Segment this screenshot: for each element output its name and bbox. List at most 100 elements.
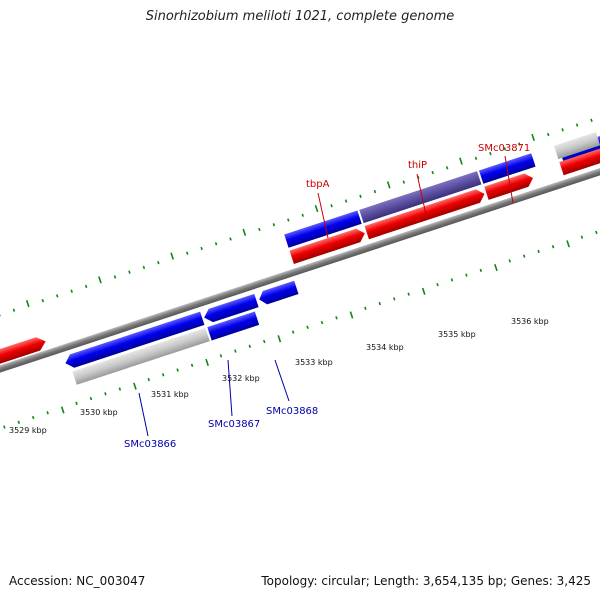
red-arrow-under-thiP[interactable] <box>364 187 487 240</box>
minor-tick <box>330 204 333 208</box>
major-tick <box>566 240 570 248</box>
callout-line-SMc03871 <box>504 155 514 204</box>
callout-line-tbpA <box>317 192 329 239</box>
minor-tick <box>75 401 78 405</box>
major-tick <box>349 311 354 319</box>
minor-tick <box>436 282 439 287</box>
minor-tick <box>104 392 107 396</box>
minor-tick <box>89 396 93 401</box>
minor-tick <box>306 325 309 330</box>
minor-tick <box>580 235 584 239</box>
callout-line-SMc03866 <box>138 392 149 437</box>
minor-tick <box>84 284 88 289</box>
minor-tick <box>489 151 492 156</box>
minor-tick <box>335 316 338 320</box>
red-arrow-under-tbpA[interactable] <box>289 227 368 264</box>
minor-tick <box>248 344 252 349</box>
gene-label-SMc03867[interactable]: SMc03867 <box>208 419 260 430</box>
minor-tick <box>234 349 237 353</box>
major-tick <box>205 358 209 367</box>
minor-tick <box>272 223 276 227</box>
major-tick <box>60 406 65 414</box>
minor-tick <box>190 363 194 368</box>
major-tick <box>242 228 247 236</box>
minor-tick <box>465 273 468 277</box>
minor-tick <box>142 265 146 270</box>
scale-label: 3529 kbp <box>9 426 47 435</box>
minor-tick <box>214 242 218 246</box>
minor-tick <box>12 308 16 312</box>
minor-tick <box>402 180 406 184</box>
scale-label: 3531 kbp <box>151 390 189 399</box>
minor-tick <box>3 425 6 429</box>
major-tick <box>25 299 30 308</box>
minor-tick <box>546 132 550 137</box>
genome-backbone <box>0 153 600 379</box>
minor-tick <box>287 218 290 222</box>
gene-arrow-SMc03866[interactable] <box>63 311 205 370</box>
gene-arrow-tbpA[interactable] <box>284 210 362 248</box>
minor-tick <box>378 301 382 306</box>
gene-arrow-thiP[interactable] <box>359 171 482 224</box>
minor-tick <box>359 194 362 198</box>
minor-tick <box>291 330 295 334</box>
major-tick <box>531 133 535 141</box>
minor-tick <box>31 415 35 420</box>
scale-label: 3532 kbp <box>222 374 260 383</box>
minor-tick <box>41 299 45 303</box>
minor-tick <box>373 189 377 194</box>
minor-tick <box>128 270 131 274</box>
minor-tick <box>518 142 521 146</box>
red-arrow-right-edge[interactable] <box>559 148 600 176</box>
gene-label-SMc03866[interactable]: SMc03866 <box>124 439 176 450</box>
minor-tick <box>595 230 598 235</box>
minor-tick <box>147 377 150 382</box>
gene-arrow-SMc03867[interactable] <box>207 311 260 341</box>
gene-label-tbpA[interactable]: tbpA <box>306 179 330 190</box>
accession-label: Accession: NC_003047 <box>9 574 146 588</box>
red-arrow-under-SMc03871[interactable] <box>484 171 535 200</box>
minor-tick <box>46 411 49 415</box>
scale-label: 3534 kbp <box>366 343 404 352</box>
minor-tick <box>590 118 593 122</box>
minor-tick <box>118 387 122 391</box>
genome-summary: Topology: circular; Length: 3,654,135 bp… <box>261 574 591 588</box>
major-tick <box>133 382 137 390</box>
minor-tick <box>445 166 449 170</box>
callout-line-SMc03867 <box>227 359 233 417</box>
inner-scale-ticks <box>3 230 598 429</box>
minor-tick <box>450 278 454 282</box>
gene-label-SMc03868[interactable]: SMc03868 <box>266 406 318 417</box>
minor-tick <box>508 259 511 263</box>
minor-tick <box>56 294 59 298</box>
minor-tick <box>479 268 483 273</box>
outer-scale-ticks <box>0 118 593 317</box>
major-tick <box>277 335 282 343</box>
scale-label: 3530 kbp <box>80 408 118 417</box>
minor-tick <box>229 237 232 241</box>
major-tick <box>386 181 391 189</box>
minor-tick <box>407 292 410 296</box>
major-tick <box>494 263 498 272</box>
minor-tick <box>474 156 478 160</box>
minor-tick <box>258 227 261 232</box>
major-tick <box>421 287 426 295</box>
red-arrow-left-edge[interactable] <box>0 335 48 374</box>
minor-tick <box>301 213 304 217</box>
gene-label-SMc03871[interactable]: SMc03871 <box>478 143 530 154</box>
gene-label-thiP[interactable]: thiP <box>408 160 427 171</box>
minor-tick <box>200 246 203 251</box>
minor-tick <box>392 297 396 301</box>
gene-arrow-SMc03867-left[interactable] <box>202 293 259 324</box>
major-tick <box>314 205 319 213</box>
minor-tick <box>431 170 434 175</box>
feature-gray-upper-right <box>554 132 600 160</box>
minor-tick <box>344 199 348 203</box>
callout-line-thiP <box>416 173 428 220</box>
minor-tick <box>503 147 507 151</box>
minor-tick <box>161 373 165 377</box>
minor-tick <box>176 368 179 372</box>
minor-tick <box>364 306 367 311</box>
gene-arrow-SMc03868[interactable] <box>257 280 299 306</box>
